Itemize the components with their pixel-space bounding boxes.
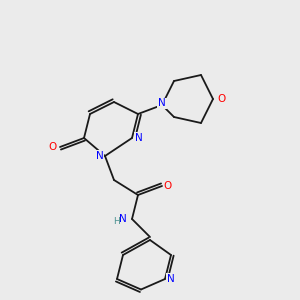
Text: N: N	[96, 151, 104, 161]
Text: N: N	[167, 274, 174, 284]
Text: O: O	[164, 181, 172, 191]
Text: N: N	[135, 133, 143, 143]
Text: N: N	[158, 98, 166, 109]
Text: N: N	[119, 214, 127, 224]
Text: O: O	[48, 142, 56, 152]
Text: O: O	[218, 94, 226, 104]
Text: H: H	[113, 217, 119, 226]
